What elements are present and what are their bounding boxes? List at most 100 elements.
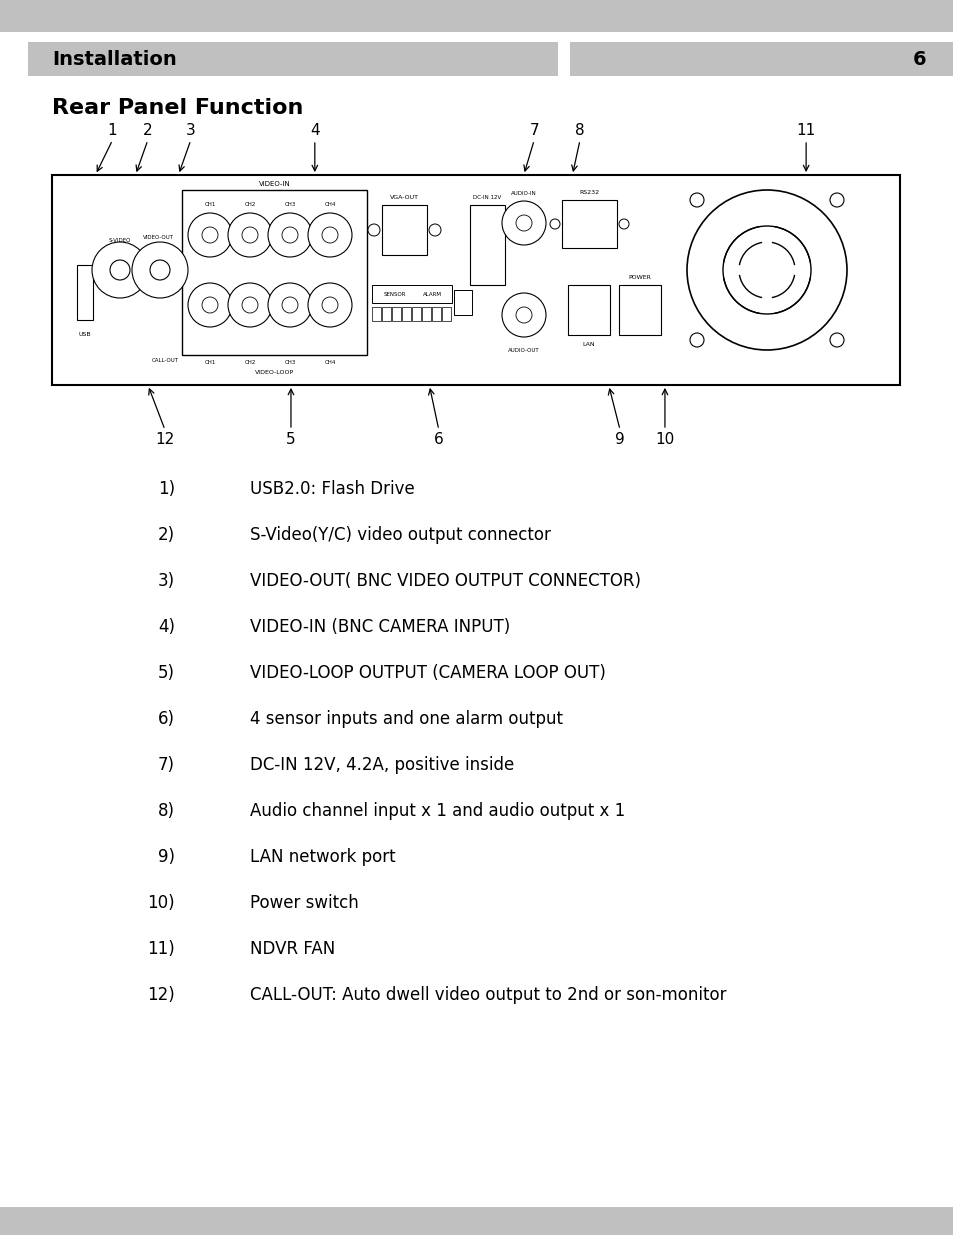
Bar	[372, 285, 452, 303]
Circle shape	[689, 193, 703, 207]
Circle shape	[202, 296, 218, 312]
Circle shape	[618, 219, 628, 228]
Text: 10: 10	[655, 432, 674, 447]
Bar	[77, 266, 92, 320]
Bar	[372, 308, 380, 321]
Circle shape	[550, 219, 559, 228]
Text: 12: 12	[155, 432, 174, 447]
Text: 2): 2)	[157, 526, 174, 543]
Text: VIDEO-LOOP OUTPUT (CAMERA LOOP OUT): VIDEO-LOOP OUTPUT (CAMERA LOOP OUT)	[250, 664, 605, 682]
Text: Rear Panel Function: Rear Panel Function	[52, 98, 303, 119]
Text: 2: 2	[143, 122, 152, 137]
Circle shape	[368, 224, 379, 236]
Text: CH3: CH3	[284, 361, 295, 366]
Text: LAN network port: LAN network port	[250, 848, 395, 866]
Text: CH2: CH2	[244, 201, 255, 206]
Text: VIDEO-LOOP: VIDEO-LOOP	[254, 370, 294, 375]
Text: 7: 7	[529, 122, 538, 137]
Text: 3): 3)	[157, 572, 174, 590]
Text: S-Video(Y/C) video output connector: S-Video(Y/C) video output connector	[250, 526, 550, 543]
Bar	[0, 0, 953, 32]
Text: 8: 8	[575, 122, 584, 137]
Bar	[52, 175, 899, 385]
Text: VIDEO-OUT: VIDEO-OUT	[142, 235, 173, 240]
Text: 4): 4)	[158, 618, 174, 636]
Bar	[381, 308, 391, 321]
Text: LAN: LAN	[582, 342, 595, 347]
Bar	[432, 308, 440, 321]
Circle shape	[228, 283, 272, 327]
Bar	[567, 285, 609, 335]
Circle shape	[282, 227, 297, 243]
Text: Audio channel input x 1 and audio output x 1: Audio channel input x 1 and audio output…	[250, 802, 624, 820]
Text: 4: 4	[310, 122, 319, 137]
Text: 6: 6	[911, 49, 925, 68]
Circle shape	[268, 283, 312, 327]
Text: Power switch: Power switch	[250, 894, 358, 911]
Text: CH1: CH1	[204, 201, 215, 206]
Text: 5): 5)	[158, 664, 174, 682]
Text: 1: 1	[108, 122, 117, 137]
Circle shape	[689, 333, 703, 347]
Text: Installation: Installation	[52, 49, 176, 68]
Text: USB2.0: Flash Drive: USB2.0: Flash Drive	[250, 480, 415, 498]
Circle shape	[501, 293, 545, 337]
Text: 5: 5	[286, 432, 295, 447]
Text: SENSOR: SENSOR	[383, 291, 406, 296]
Text: 1): 1)	[157, 480, 174, 498]
Text: CH2: CH2	[244, 361, 255, 366]
Text: 7): 7)	[158, 756, 174, 774]
Text: USB: USB	[78, 332, 91, 337]
Circle shape	[282, 296, 297, 312]
Bar	[569, 42, 953, 77]
Circle shape	[150, 261, 170, 280]
Circle shape	[242, 296, 257, 312]
Text: CALL-OUT: Auto dwell video output to 2nd or son-monitor: CALL-OUT: Auto dwell video output to 2nd…	[250, 986, 726, 1004]
Text: 6): 6)	[158, 710, 174, 727]
Text: POWER: POWER	[628, 274, 651, 279]
Circle shape	[322, 227, 337, 243]
Bar	[470, 205, 504, 285]
Text: CH4: CH4	[324, 201, 335, 206]
Text: 11: 11	[796, 122, 815, 137]
Bar	[454, 290, 472, 315]
Text: NDVR FAN: NDVR FAN	[250, 940, 335, 958]
Bar	[381, 205, 427, 254]
Text: CH4: CH4	[324, 361, 335, 366]
Text: 10): 10)	[147, 894, 174, 911]
Text: AUDIO-OUT: AUDIO-OUT	[508, 347, 539, 352]
Text: DC-IN 12V, 4.2A, positive inside: DC-IN 12V, 4.2A, positive inside	[250, 756, 514, 774]
Bar	[28, 42, 558, 77]
Bar	[0, 1207, 953, 1235]
Circle shape	[268, 212, 312, 257]
Circle shape	[132, 242, 188, 298]
Text: VIDEO-OUT( BNC VIDEO OUTPUT CONNECTOR): VIDEO-OUT( BNC VIDEO OUTPUT CONNECTOR)	[250, 572, 640, 590]
Circle shape	[242, 227, 257, 243]
Text: 9: 9	[615, 432, 624, 447]
Circle shape	[110, 261, 130, 280]
Bar	[412, 308, 420, 321]
Text: 4 sensor inputs and one alarm output: 4 sensor inputs and one alarm output	[250, 710, 562, 727]
Bar	[618, 285, 660, 335]
Text: 11): 11)	[147, 940, 174, 958]
Circle shape	[91, 242, 148, 298]
Text: 8): 8)	[158, 802, 174, 820]
Text: AUDIO-IN: AUDIO-IN	[511, 190, 537, 195]
Text: 12): 12)	[147, 986, 174, 1004]
Circle shape	[686, 190, 846, 350]
Bar	[561, 200, 617, 248]
Circle shape	[829, 193, 843, 207]
Text: VIDEO-IN (BNC CAMERA INPUT): VIDEO-IN (BNC CAMERA INPUT)	[250, 618, 510, 636]
Text: RS232: RS232	[578, 189, 598, 194]
Circle shape	[202, 227, 218, 243]
Text: CH3: CH3	[284, 201, 295, 206]
Circle shape	[829, 333, 843, 347]
Text: DC-IN 12V: DC-IN 12V	[473, 194, 501, 200]
Text: CALL-OUT: CALL-OUT	[152, 357, 178, 363]
Circle shape	[322, 296, 337, 312]
Text: VGA-OUT: VGA-OUT	[390, 194, 418, 200]
Circle shape	[516, 215, 532, 231]
Circle shape	[308, 283, 352, 327]
Bar	[182, 190, 367, 354]
Circle shape	[228, 212, 272, 257]
